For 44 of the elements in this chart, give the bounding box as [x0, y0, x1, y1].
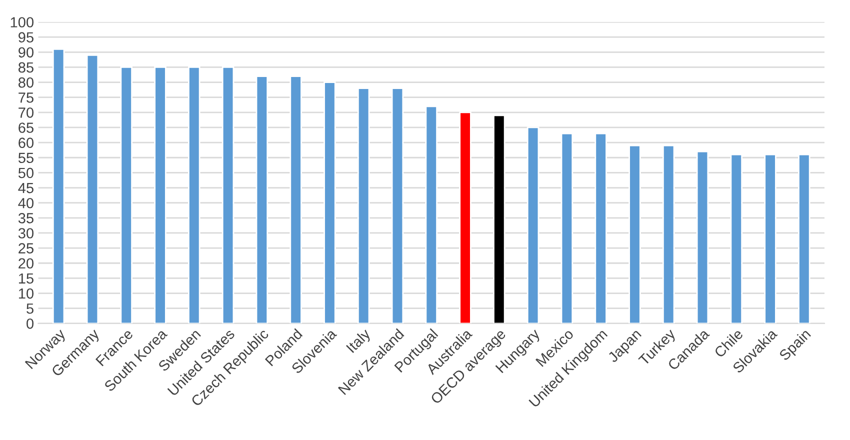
- bar: [662, 144, 675, 324]
- bar: [391, 88, 404, 324]
- y-tick-label: 90: [18, 47, 34, 58]
- bar: [628, 144, 641, 324]
- bar: [764, 154, 776, 324]
- bar: [526, 126, 540, 324]
- y-tick-label: 100: [10, 17, 34, 28]
- y-tick-label: 20: [18, 258, 34, 269]
- bar: [52, 48, 65, 324]
- y-tick-label: 55: [18, 152, 34, 164]
- bar: [188, 66, 200, 324]
- y-tick-label: 80: [18, 77, 34, 88]
- y-tick-label: 95: [18, 32, 34, 42]
- y-tick-label: 65: [18, 122, 34, 133]
- y-tick-label: 25: [18, 243, 34, 254]
- y-tick-label: 15: [18, 273, 34, 284]
- bar: [459, 112, 472, 324]
- bar: [425, 106, 438, 324]
- bar: [798, 154, 810, 324]
- bar: [730, 154, 743, 324]
- y-tick-label: 10: [18, 288, 34, 299]
- bar: [86, 54, 99, 324]
- bar: [120, 66, 132, 324]
- bar: [594, 132, 607, 324]
- y-tick-label: 40: [18, 198, 34, 208]
- bar: [560, 132, 574, 324]
- y-tick-label: 0: [26, 318, 34, 329]
- bar: [357, 88, 370, 324]
- y-tick-label: 5: [26, 304, 34, 314]
- y-tick-label: 45: [18, 183, 34, 194]
- y-tick-label: 70: [18, 108, 34, 118]
- y-tick-label: 35: [18, 213, 34, 224]
- bar: [696, 150, 709, 324]
- bar: [493, 114, 506, 324]
- y-tick-label: 75: [18, 92, 34, 103]
- y-tick-label: 30: [18, 228, 34, 238]
- bar: [324, 82, 336, 324]
- y-tick-label: 50: [18, 168, 34, 178]
- bar: [222, 66, 234, 324]
- bar: [290, 76, 302, 324]
- bar: [256, 76, 268, 324]
- y-tick-label: 60: [18, 138, 34, 148]
- y-tick-label: 85: [18, 62, 34, 73]
- bar: [154, 66, 166, 324]
